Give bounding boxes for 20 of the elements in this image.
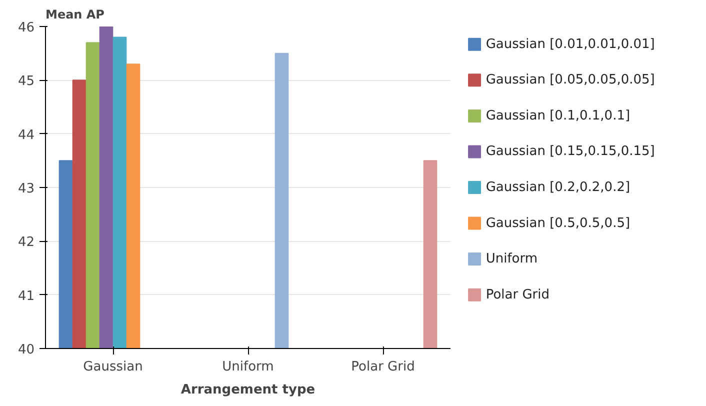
legend-label: Gaussian [0.15,0.15,0.15] bbox=[486, 144, 655, 160]
y-tick-label: 43 bbox=[18, 182, 35, 196]
y-tick-label: 42 bbox=[18, 235, 35, 250]
legend-label: Gaussian [0.5,0.5,0.5] bbox=[486, 216, 630, 231]
y-tick-label: 41 bbox=[18, 288, 35, 304]
legend-label: Gaussian [0.05,0.05,0.05] bbox=[486, 72, 655, 88]
x-tick-label: Uniform bbox=[222, 360, 274, 374]
legend-label: Polar Grid bbox=[486, 287, 550, 302]
x-axis-title: Arrangement type bbox=[180, 382, 316, 398]
legend-label: Gaussian [0.1,0.1,0.1] bbox=[486, 108, 630, 124]
y-tick-label: 45 bbox=[18, 74, 35, 90]
x-tick-label: Polar Grid bbox=[351, 360, 415, 374]
y-axis-title: Mean AP bbox=[46, 8, 105, 22]
x-tick-label: Gaussian bbox=[83, 360, 143, 374]
y-tick-label: 44 bbox=[18, 128, 35, 143]
y-tick-label: 40 bbox=[18, 342, 35, 358]
legend-label: Uniform bbox=[486, 252, 538, 267]
y-tick-label: 46 bbox=[18, 20, 35, 36]
legend-label: Gaussian [0.2,0.2,0.2] bbox=[486, 180, 630, 195]
legend-label: Gaussian [0.01,0.01,0.01] bbox=[486, 36, 655, 52]
